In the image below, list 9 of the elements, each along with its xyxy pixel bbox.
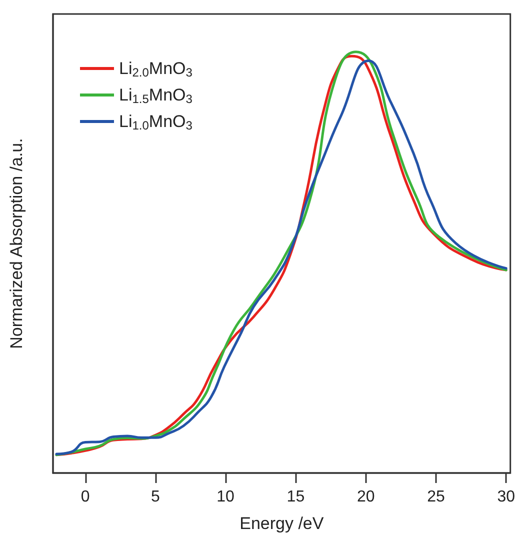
x-tick-label: 30 <box>497 488 516 506</box>
x-tick-label: 0 <box>80 488 90 506</box>
x-tick-label: 10 <box>216 488 235 506</box>
x-axis-title: Energy /eV <box>240 514 324 533</box>
x-tick-label: 15 <box>286 488 305 506</box>
x-tick-label: 5 <box>150 488 160 506</box>
y-axis-title: Normarized Absorption /a.u. <box>7 138 26 349</box>
x-tick-label: 20 <box>356 488 375 506</box>
x-tick-label: 25 <box>427 488 445 506</box>
